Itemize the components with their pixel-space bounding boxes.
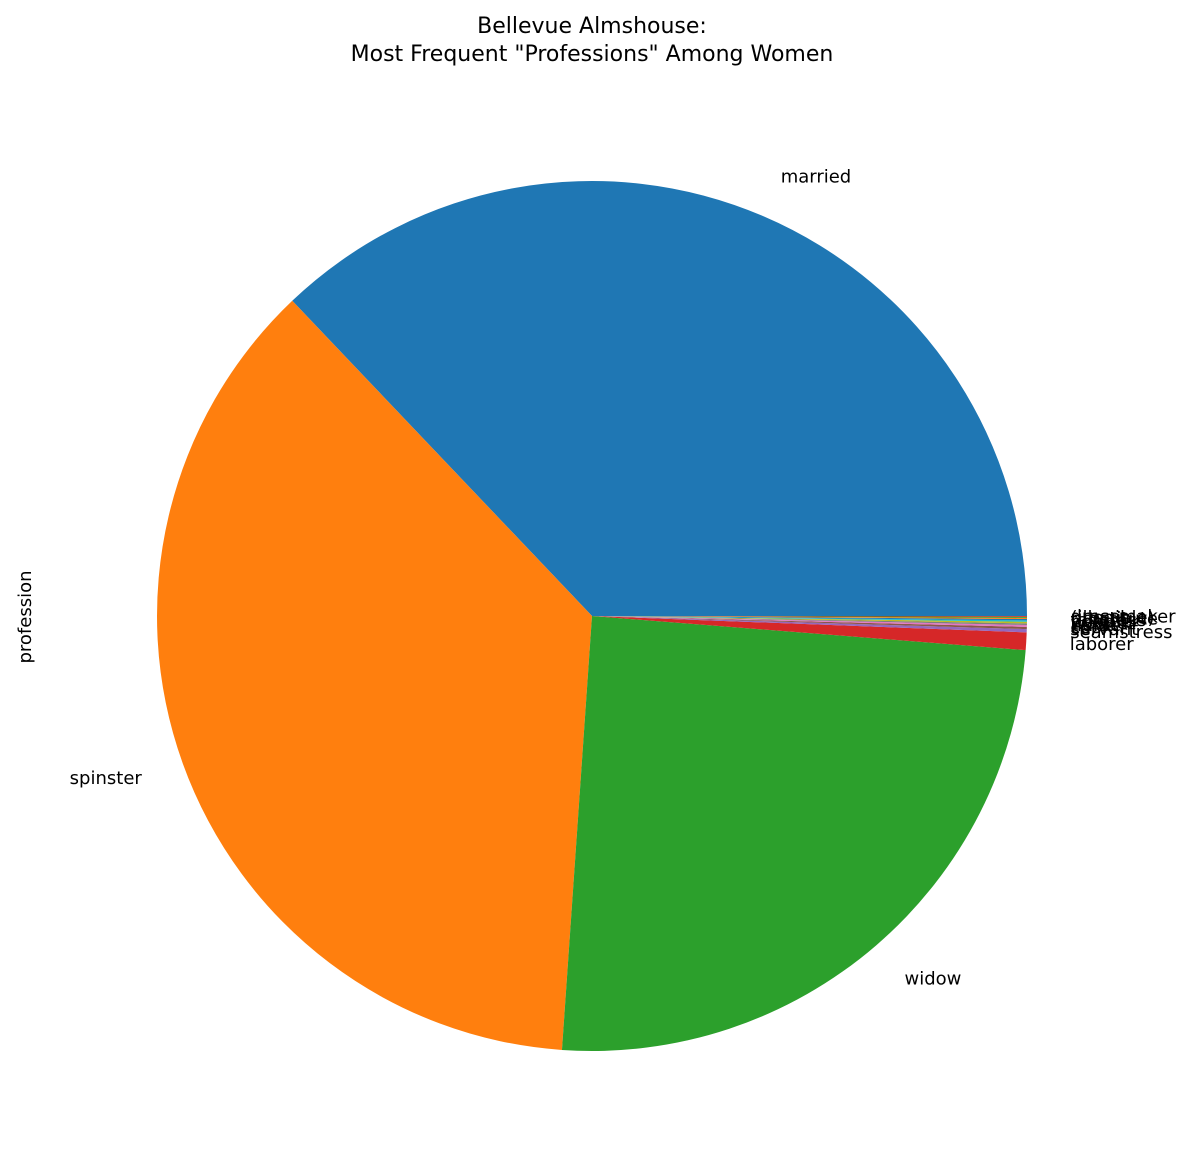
pie-label-laborer: laborer [1070, 634, 1135, 655]
pie-slice-dressmaker [592, 616, 1028, 617]
pie-slice-spinster [157, 300, 592, 1050]
pie-label-washer: washer [1070, 613, 1136, 634]
pie-slice-married [292, 181, 1027, 616]
pie-label-widow: widow [905, 968, 962, 989]
pie-slice-laborer [592, 616, 1027, 651]
pie-label-spinster: spinster [70, 768, 143, 789]
pie-label-peddler: peddler [1071, 612, 1140, 633]
pie-slice-cook [592, 616, 1027, 627]
pie-slice-washer [592, 616, 1027, 624]
pie-slice-prostitute [592, 616, 1027, 620]
y-axis-label: profession [15, 570, 36, 663]
pie-slice-illegible [592, 616, 1028, 618]
pie-label-seamstress: seamstress [1070, 622, 1172, 643]
pie-label-nurse: nurse [1070, 615, 1121, 636]
pie-label-dressmaker: dressmaker [1071, 607, 1177, 628]
pie-slices [157, 181, 1028, 1051]
chart-title-line-2: Most Frequent "Professions" Among Women [351, 42, 834, 67]
chart-title-line-1: Bellevue Almshouse: [477, 14, 707, 39]
pie-slice-servant [592, 616, 1027, 630]
pie-labels: married spinster widow laborerseamstressser… [70, 166, 1177, 989]
pie-label-prostitute: prostitute [1071, 609, 1158, 630]
pie-slice-nurse [592, 616, 1027, 626]
pie-label-married: married [781, 166, 852, 187]
pie-label-cook: cook [1070, 617, 1113, 638]
pie-slice-widow [561, 616, 1026, 1051]
pie-label-illegible: (illegible) [1071, 608, 1155, 629]
pie-slice-seamstress [592, 616, 1027, 633]
pie-label-servant: servant [1070, 619, 1138, 640]
pie-slice-peddler [592, 616, 1027, 622]
pie-slice-tailoress [592, 616, 1027, 621]
pie-label-tailoress: tailoress [1071, 610, 1147, 631]
